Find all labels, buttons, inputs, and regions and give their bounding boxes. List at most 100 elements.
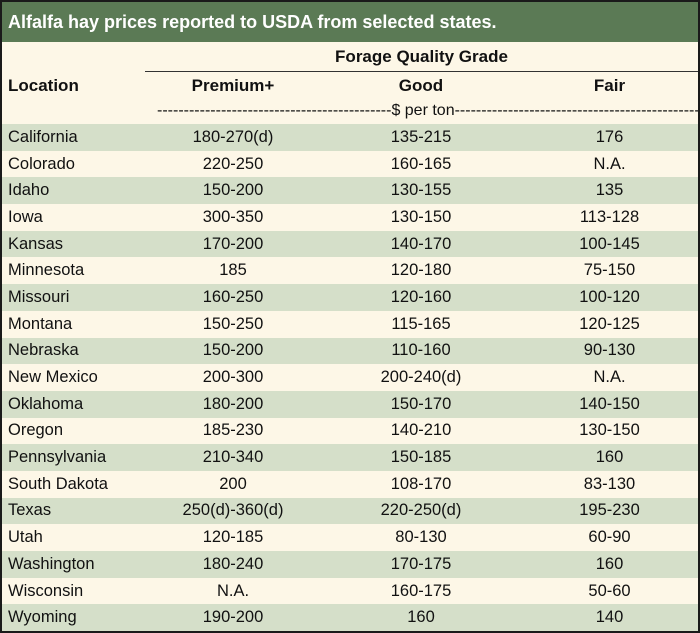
table-row: New Mexico 200-300 200-240(d) N.A. <box>2 364 698 391</box>
table-row: Oregon 185-230 140-210 130-150 <box>2 417 698 445</box>
cell-fair: 75-150 <box>583 261 636 280</box>
table-row: Colorado 220-250 160-165 N.A. <box>2 150 698 178</box>
cell-fair: 195-230 <box>579 501 640 520</box>
table-row: Washington 180-240 170-175 160 <box>2 551 698 578</box>
cell-location: Montana <box>8 314 73 333</box>
cell-premium: 300-350 <box>202 207 264 226</box>
cell-good: 140-170 <box>390 234 452 253</box>
cell-premium: 120-185 <box>202 528 264 547</box>
table-header: Forage Quality Grade Location Premium+ G… <box>2 42 698 99</box>
cell-premium: 170-200 <box>202 234 264 253</box>
cell-location: Wisconsin <box>8 581 84 600</box>
cell-premium: 190-200 <box>202 608 264 627</box>
cell-good: 160 <box>407 608 435 627</box>
cell-fair: 135 <box>595 181 624 200</box>
table-row: Iowa 300-350 130-150 113-128 <box>2 204 698 231</box>
cell-fair: 100-120 <box>579 287 640 306</box>
cell-fair: 60-90 <box>588 528 631 547</box>
cell-premium: 250(d)-360(d) <box>182 501 284 520</box>
column-header-premium: Premium+ <box>191 76 275 95</box>
cell-premium: 185-230 <box>202 421 264 440</box>
cell-location: Wyoming <box>8 608 77 627</box>
cell-good: 108-170 <box>390 474 452 493</box>
cell-location: Iowa <box>8 207 43 226</box>
cell-fair: 83-130 <box>583 474 636 493</box>
group-header: Forage Quality Grade <box>335 47 508 66</box>
cell-good: 150-185 <box>390 448 452 467</box>
cell-premium: 150-200 <box>202 341 264 360</box>
cell-premium: 200 <box>219 474 247 493</box>
cell-fair: 140 <box>595 608 624 627</box>
cell-location: Washington <box>8 554 95 573</box>
cell-location: Utah <box>8 528 43 547</box>
cell-location: Idaho <box>8 181 50 200</box>
column-header-fair: Fair <box>593 76 626 95</box>
cell-location: Pennsylvania <box>8 448 107 467</box>
table-row: Montana 150-250 115-165 120-125 <box>2 310 698 338</box>
cell-fair: 130-150 <box>579 421 640 440</box>
cell-premium: 160-250 <box>202 287 264 306</box>
cell-good: 115-165 <box>391 314 451 333</box>
cell-premium: 200-300 <box>202 368 264 387</box>
cell-good: 110-160 <box>391 341 451 360</box>
cell-good: 200-240(d) <box>380 368 462 387</box>
group-divider <box>145 71 698 72</box>
cell-premium: 150-250 <box>202 314 264 333</box>
cell-location: Minnesota <box>8 261 85 280</box>
cell-location: Oregon <box>8 421 64 440</box>
table-row: South Dakota 200 108-170 83-130 <box>2 470 698 498</box>
table-row: Nebraska 150-200 110-160 90-130 <box>2 337 698 365</box>
cell-good: 140-210 <box>390 421 452 440</box>
cell-fair: 160 <box>595 554 624 573</box>
cell-premium: N.A. <box>216 581 250 600</box>
cell-fair: 90-130 <box>583 341 636 360</box>
cell-location: Nebraska <box>8 341 79 360</box>
cell-fair: 100-145 <box>579 234 640 253</box>
cell-location: California <box>8 127 78 146</box>
cell-fair: 176 <box>595 127 624 146</box>
cell-location: Texas <box>8 501 52 520</box>
column-header-location: Location <box>8 76 79 95</box>
table-row: Wyoming 190-200 160 140 <box>2 604 698 631</box>
cell-good: 120-180 <box>390 261 452 280</box>
cell-good: 135-215 <box>390 127 452 146</box>
units-label: ----------------------------------------… <box>157 102 698 119</box>
cell-location: New Mexico <box>8 368 98 387</box>
cell-good: 170-175 <box>390 554 452 573</box>
table-row: Pennsylvania 210-340 150-185 160 <box>2 444 698 471</box>
cell-premium: 220-250 <box>202 154 264 173</box>
cell-fair: 140-150 <box>579 394 640 413</box>
cell-good: 130-155 <box>390 181 452 200</box>
cell-location: South Dakota <box>8 474 108 493</box>
table-row: Idaho 150-200 130-155 135 <box>2 177 698 205</box>
cell-fair: 120-125 <box>579 314 640 333</box>
table-row: Kansas 170-200 140-170 100-145 <box>2 230 698 258</box>
cell-premium: 210-340 <box>202 448 264 467</box>
cell-good: 130-150 <box>390 207 452 226</box>
table-row: Oklahoma 180-200 150-170 140-150 <box>2 390 698 418</box>
cell-premium: 180-200 <box>202 394 264 413</box>
table-body: California 180-270(d) 135-215 176 Colorado 22… <box>2 124 698 631</box>
cell-premium: 180-270(d) <box>192 127 274 146</box>
cell-fair: N.A. <box>593 154 626 173</box>
table-row: Missouri 160-250 120-160 100-120 <box>2 284 698 311</box>
cell-location: Colorado <box>8 154 75 173</box>
cell-fair: 160 <box>595 448 624 467</box>
cell-location: Kansas <box>8 234 64 253</box>
cell-fair: 113-128 <box>579 207 640 226</box>
cell-good: 160-175 <box>390 581 452 600</box>
cell-good: 220-250(d) <box>380 501 462 520</box>
cell-location: Oklahoma <box>8 394 84 413</box>
cell-good: 160-165 <box>390 154 452 173</box>
cell-location: Missouri <box>8 287 70 306</box>
cell-premium: 150-200 <box>202 181 264 200</box>
cell-good: 80-130 <box>395 528 447 547</box>
table-row: California 180-270(d) 135-215 176 <box>2 124 698 151</box>
cell-good: 150-170 <box>390 394 452 413</box>
cell-fair: 50-60 <box>588 581 631 600</box>
table-row: Wisconsin N.A. 160-175 50-60 <box>2 577 698 605</box>
cell-premium: 180-240 <box>202 554 264 573</box>
table-row: Minnesota 185 120-180 75-150 <box>2 257 698 285</box>
cell-premium: 185 <box>219 261 247 280</box>
